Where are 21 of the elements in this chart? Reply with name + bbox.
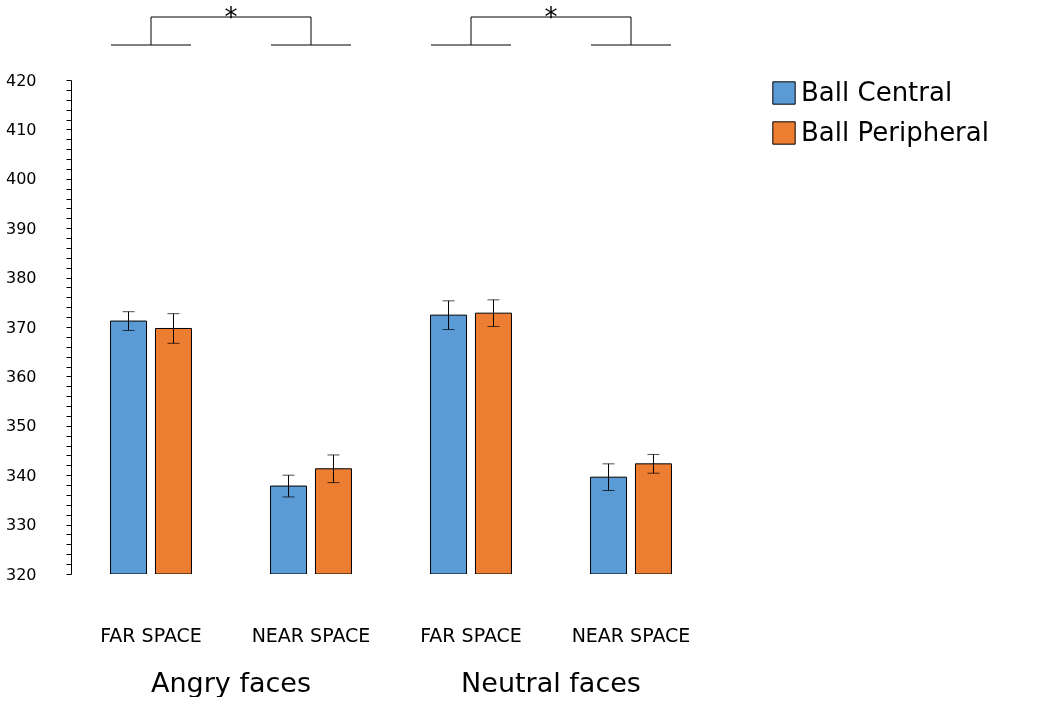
- text: Angry faces: [151, 667, 311, 698]
- x-tick-label: FAR SPACE: [100, 623, 202, 646]
- text: Neutral faces: [461, 667, 641, 698]
- text: *: [224, 2, 238, 32]
- text: *: [544, 2, 558, 32]
- y-tick-label: 360: [5, 366, 37, 386]
- y-tick-label: 380: [5, 268, 37, 288]
- y-tick-label: 390: [5, 218, 37, 238]
- y-tick-label: 370: [5, 317, 37, 337]
- y-tick-label: 340: [5, 465, 37, 485]
- legend-label: Ball Peripheral: [801, 117, 989, 147]
- x-tick-label: NEAR SPACE: [251, 623, 371, 646]
- y-tick-label: 400: [5, 169, 37, 189]
- legend-label: Ball Central: [801, 77, 953, 107]
- y-tick-label: 320: [5, 564, 37, 584]
- x-tick-label: NEAR SPACE: [571, 623, 691, 646]
- y-tick-label: 330: [5, 515, 37, 535]
- y-tick-label: 350: [5, 416, 37, 436]
- y-tick-label: 420: [5, 70, 37, 90]
- y-tick-label: 410: [5, 119, 37, 139]
- x-tick-label: FAR SPACE: [420, 623, 522, 646]
